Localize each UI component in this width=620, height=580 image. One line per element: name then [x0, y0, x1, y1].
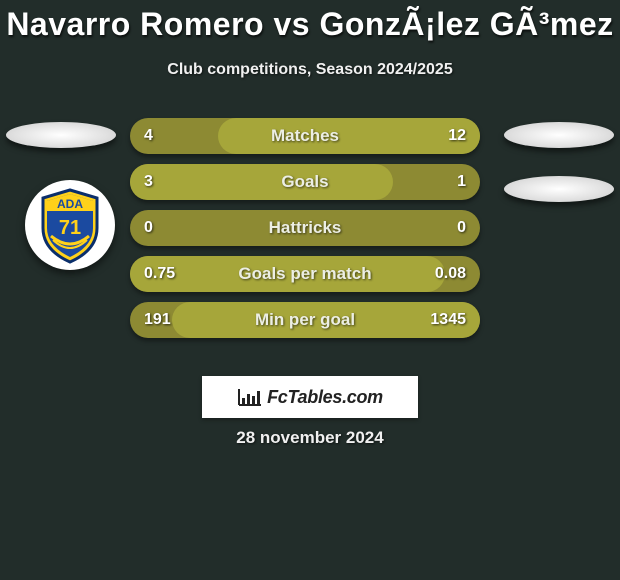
stat-value-right: 1: [457, 164, 466, 200]
stat-value-left: 0.75: [144, 256, 175, 292]
stat-row: Goals per match0.75 0.08: [130, 256, 480, 292]
fctables-logo-box: FcTables.com: [202, 376, 418, 418]
crest-top-text: ADA: [57, 197, 83, 211]
stat-label: Hattricks: [130, 210, 480, 246]
stat-label: Goals: [130, 164, 480, 200]
stat-value-right: 0.08: [435, 256, 466, 292]
subtitle: Club competitions, Season 2024/2025: [0, 61, 620, 79]
comparison-card: Navarro Romero vs GonzÃ¡lez GÃ³mez Club …: [0, 0, 620, 580]
stat-label: Matches: [130, 118, 480, 154]
stats-bars: Matches4 12 Goals3 1 Hattricks0 0 Goals per ma…: [130, 118, 480, 348]
page-title: Navarro Romero vs GonzÃ¡lez GÃ³mez: [0, 0, 620, 43]
crest-year: 71: [59, 217, 81, 239]
player-right-badge-ellipse: [504, 122, 614, 148]
club-crest-left: ADA 71: [20, 180, 120, 280]
crest-shield-icon: ADA 71: [37, 188, 103, 264]
bar-chart-icon: [237, 387, 263, 407]
player-left-badge-ellipse: [6, 122, 116, 148]
stat-value-left: 191: [144, 302, 171, 338]
stat-label: Min per goal: [130, 302, 480, 338]
stat-row: Hattricks0 0: [130, 210, 480, 246]
fctables-logo-text: FcTables.com: [267, 387, 383, 408]
stat-value-left: 4: [144, 118, 153, 154]
stat-value-right: 1345: [430, 302, 466, 338]
date-label: 28 november 2024: [0, 428, 620, 448]
stat-value-left: 3: [144, 164, 153, 200]
stat-row: Goals3 1: [130, 164, 480, 200]
stat-label: Goals per match: [130, 256, 480, 292]
player-right-badge-ellipse-2: [504, 176, 614, 202]
stat-row: Min per goal191 1345: [130, 302, 480, 338]
stat-value-left: 0: [144, 210, 153, 246]
stat-value-right: 0: [457, 210, 466, 246]
stat-value-right: 12: [448, 118, 466, 154]
stat-row: Matches4 12: [130, 118, 480, 154]
